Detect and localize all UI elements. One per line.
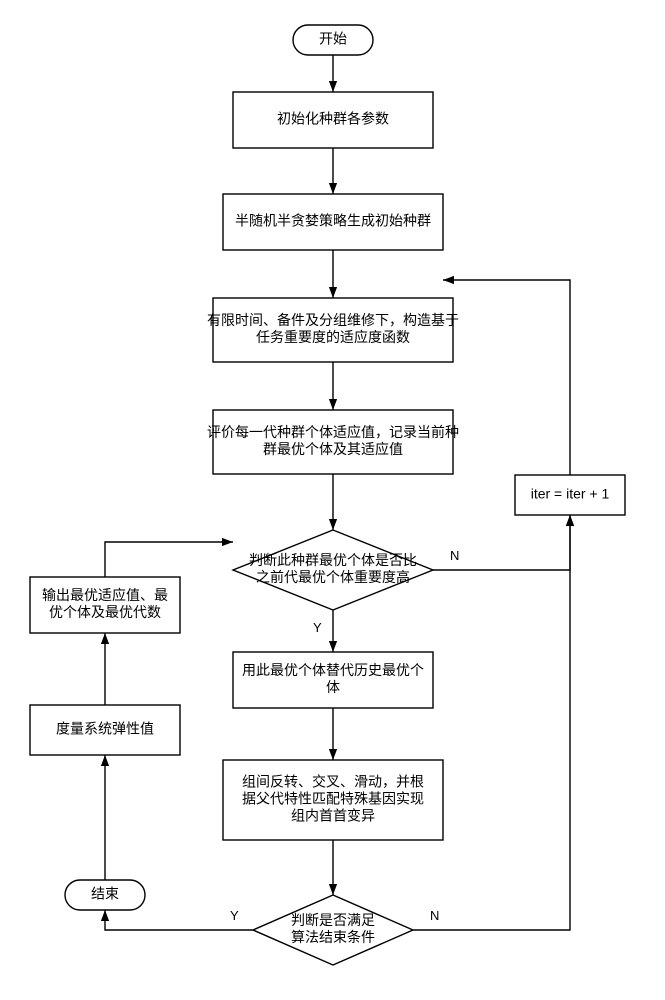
node-dec2: 判断是否满足算法结束条件 [253, 895, 413, 965]
node-text: 体 [326, 679, 340, 695]
node-text: 组内首首变异 [291, 808, 375, 824]
node-eval: 评价每一代种群个体适应值，记录当前种群最优个体及其适应值 [207, 410, 459, 474]
node-start: 开始 [293, 25, 373, 55]
node-output: 输出最优适应值、最优个体及最优代数 [30, 577, 180, 633]
node-text: iter = iter + 1 [531, 486, 610, 502]
node-text: 据父代特性匹配特殊基因实现 [242, 791, 424, 807]
node-text: 组间反转、交叉、滑动，并根 [242, 774, 424, 790]
node-text: 输出最优适应值、最 [42, 587, 168, 603]
node-text: 任务重要度的适应度函数 [256, 329, 410, 345]
node-text: 半随机半贪婪策略生成初始种群 [235, 213, 431, 229]
node-text: 初始化种群各参数 [277, 111, 389, 127]
node-dec1: 判断此种群最优个体是否比之前代最优个体重要度高 [233, 530, 433, 610]
node-genops: 组间反转、交叉、滑动，并根据父代特性匹配特殊基因实现组内首首变异 [223, 760, 443, 840]
node-text: 判断是否满足 [291, 912, 375, 928]
edge-label: N [450, 548, 459, 563]
edge [443, 280, 570, 475]
node-iter: iter = iter + 1 [515, 475, 625, 515]
node-text: 度量系统弹性值 [56, 721, 154, 737]
node-end: 结束 [65, 880, 145, 910]
node-text: 之前代最优个体重要度高 [256, 569, 410, 585]
node-fitfn: 有限时间、备件及分组维修下，构造基于任务重要度的适应度函数 [207, 298, 459, 362]
edge [105, 542, 233, 577]
node-text: 结束 [91, 886, 119, 902]
node-text: 评价每一代种群个体适应值，记录当前种 [207, 424, 459, 440]
edge [413, 515, 570, 930]
node-text: 优个体及最优代数 [49, 604, 161, 620]
node-init: 初始化种群各参数 [233, 92, 433, 148]
edge-label: Y [230, 908, 239, 923]
edge-label: N [430, 908, 439, 923]
node-text: 群最优个体及其适应值 [263, 441, 403, 457]
node-text: 判断此种群最优个体是否比 [249, 552, 417, 568]
node-text: 算法结束条件 [291, 929, 375, 945]
node-text: 用此最优个体替代历史最优个 [242, 662, 424, 678]
node-text: 有限时间、备件及分组维修下，构造基于 [207, 312, 459, 328]
node-semi: 半随机半贪婪策略生成初始种群 [223, 194, 443, 250]
edge-label: Y [313, 620, 322, 635]
node-text: 开始 [319, 31, 347, 47]
flowchart-canvas: Y N N Y 开始初始化种群各参数半随机半贪婪策略生成初始种群有限时间、备件及分组维修… [0, 0, 665, 1000]
node-metric: 度量系统弹性值 [30, 705, 180, 755]
node-replace: 用此最优个体替代历史最优个体 [233, 652, 433, 708]
